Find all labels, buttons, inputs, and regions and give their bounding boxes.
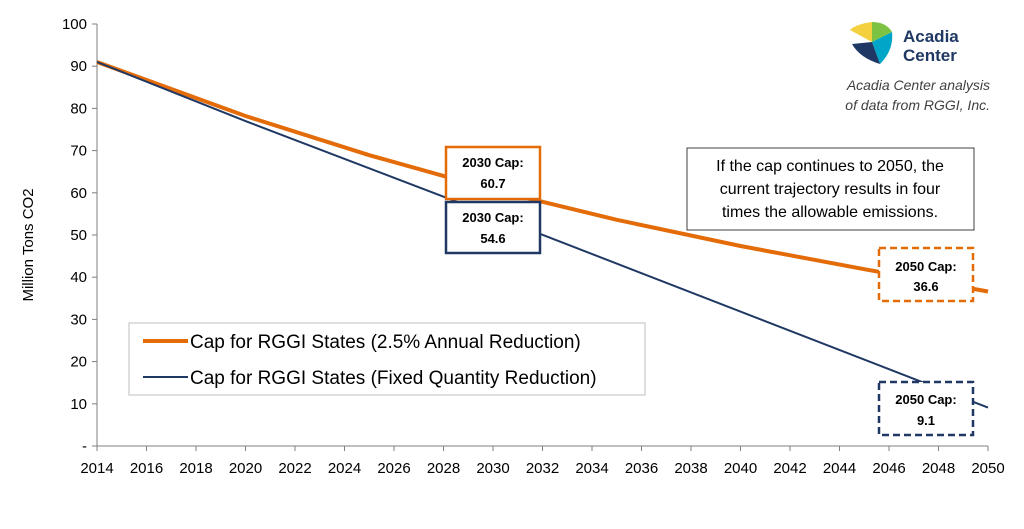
y-tick-label: 80 bbox=[70, 100, 87, 117]
legend: Cap for RGGI States (2.5% Annual Reducti… bbox=[128, 322, 646, 396]
annotation-2030-blue-value: 54.6 bbox=[480, 231, 505, 246]
y-tick-label: 50 bbox=[70, 227, 87, 244]
annotation-2030-orange-value: 60.7 bbox=[480, 176, 505, 191]
y-tick-label: 40 bbox=[70, 269, 87, 286]
annotation-2030-blue-box bbox=[444, 200, 542, 255]
x-tick-label: 2020 bbox=[229, 460, 262, 477]
annotation-2050-blue-value: 9.1 bbox=[917, 413, 935, 428]
y-tick-label: 10 bbox=[70, 396, 87, 413]
annotation-2050-orange: 2050 Cap: 36.6 bbox=[877, 246, 975, 303]
annotation-2030-blue-label: 2030 Cap: bbox=[462, 210, 523, 225]
y-tick-label: 100 bbox=[62, 16, 87, 33]
acadia-logo: Acadia Center bbox=[850, 22, 959, 65]
series-line-navy bbox=[96, 61, 989, 409]
x-tick-label: 2048 bbox=[922, 460, 955, 477]
x-tick-label: 2040 bbox=[724, 460, 757, 477]
legend-label-orange: Cap for RGGI States (2.5% Annual Reducti… bbox=[190, 332, 581, 353]
x-tick-label: 2022 bbox=[278, 460, 311, 477]
x-tick-label: 2042 bbox=[773, 460, 806, 477]
note-frame bbox=[686, 147, 975, 231]
x-tick-label: 2014 bbox=[80, 460, 113, 477]
x-tick-label: 2036 bbox=[625, 460, 658, 477]
y-tick-label: 30 bbox=[70, 311, 87, 328]
annotation-2030-orange-box bbox=[444, 145, 542, 201]
x-tick-label: 2044 bbox=[823, 460, 856, 477]
y-ticks: - 10 20 30 40 50 60 70 80 90 100 bbox=[62, 16, 97, 455]
logo-mark-icon bbox=[850, 22, 893, 64]
annotation-2050-blue-label: 2050 Cap: bbox=[895, 392, 956, 407]
y-tick-label: - bbox=[82, 438, 87, 455]
x-tick-label: 2034 bbox=[575, 460, 608, 477]
note-line-3: times the allowable emissions. bbox=[722, 204, 938, 221]
annotation-2050-blue-box bbox=[877, 380, 975, 437]
x-tick-label: 2050 bbox=[971, 460, 1004, 477]
legend-label-navy: Cap for RGGI States (Fixed Quantity Redu… bbox=[190, 368, 597, 389]
series-line-orange bbox=[96, 60, 989, 294]
x-tick-label: 2024 bbox=[328, 460, 361, 477]
source-line-1: Acadia Center analysis bbox=[846, 77, 990, 93]
x-tick-label: 2016 bbox=[130, 460, 163, 477]
y-tick-label: 20 bbox=[70, 354, 87, 371]
x-tick-label: 2038 bbox=[674, 460, 707, 477]
x-tick-label: 2026 bbox=[377, 460, 410, 477]
x-tick-label: 2018 bbox=[179, 460, 212, 477]
y-axis-label: Million Tons CO2 bbox=[20, 188, 37, 301]
annotation-2050-orange-box bbox=[877, 246, 975, 303]
x-tick-label: 2028 bbox=[427, 460, 460, 477]
series-layer bbox=[96, 60, 989, 409]
x-tick-label: 2032 bbox=[526, 460, 559, 477]
note-line-1: If the cap continues to 2050, the bbox=[716, 158, 944, 175]
y-tick-label: 70 bbox=[70, 143, 87, 160]
annotation-2050-orange-label: 2050 Cap: bbox=[895, 259, 956, 274]
annotation-2030-orange-label: 2030 Cap: bbox=[462, 155, 523, 170]
y-tick-label: 90 bbox=[70, 58, 87, 75]
y-tick-label: 60 bbox=[70, 185, 87, 202]
annotation-2050-blue: 2050 Cap: 9.1 bbox=[877, 380, 975, 437]
note-line-2: current trajectory results in four bbox=[720, 181, 941, 198]
source-line-2: of data from RGGI, Inc. bbox=[845, 97, 990, 113]
annotation-2050-orange-value: 36.6 bbox=[913, 279, 938, 294]
legend-frame bbox=[128, 322, 646, 396]
x-tick-label: 2046 bbox=[872, 460, 905, 477]
x-ticks: 2014 2016 2018 2020 2022 2024 2026 2028 2030 2032… bbox=[80, 446, 1005, 477]
logo-line-2: Center bbox=[903, 46, 957, 65]
x-tick-label: 2030 bbox=[476, 460, 509, 477]
annotation-2030-orange: 2030 Cap: 60.7 bbox=[444, 145, 542, 201]
annotation-2030-blue: 2030 Cap: 54.6 bbox=[444, 200, 542, 255]
note-box: If the cap continues to 2050, the curren… bbox=[686, 147, 975, 231]
logo-line-1: Acadia bbox=[903, 27, 959, 46]
